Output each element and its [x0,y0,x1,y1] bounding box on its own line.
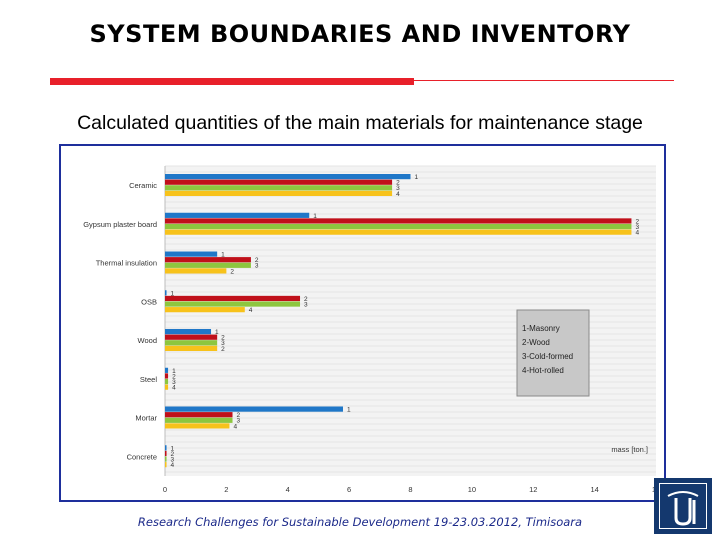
x-axis-label: mass [ton.] [611,445,648,454]
bar-label: 3 [221,340,225,347]
bar-label: 3 [172,379,176,386]
x-tick-label: 0 [163,485,167,494]
category-label: Thermal insulation [96,259,157,268]
legend-entry: 1-Masonry [522,324,560,333]
bar-label: 2 [255,257,259,264]
bar-label: 4 [172,385,176,392]
x-tick-label: 6 [347,485,351,494]
bar [165,384,169,390]
bar [165,367,169,373]
bar-label: 3 [635,224,639,231]
chart-frame: 0246810121416Ceramic1234Gypsum plaster b… [59,144,666,502]
bar [165,307,245,313]
bar [165,412,233,418]
bar-label: 3 [237,418,241,425]
bar-label: 3 [304,301,308,308]
bar [165,340,218,346]
slide-title: SYSTEM BOUNDARIES AND INVENTORY [89,20,631,48]
bar-label: 1 [347,407,351,414]
legend-entry: 4-Hot-rolled [522,366,564,375]
legend-entry: 3-Cold-formed [522,352,573,361]
bar [165,329,212,335]
bar-label: 2 [221,346,225,353]
bar-label: 3 [396,185,400,192]
bar [165,223,632,230]
x-tick-label: 4 [286,485,290,494]
slide-footer: Research Challenges for Sustainable Deve… [137,515,583,529]
bar-label: 2 [221,335,225,342]
bar-label: 1 [171,290,175,297]
bar-label: 2 [304,296,308,303]
legend-box [516,309,590,397]
bar [165,212,310,218]
bar-chart: 0246810121416Ceramic1234Gypsum plaster b… [83,165,660,494]
bar [165,462,167,468]
bar [165,295,301,302]
bar [165,179,393,185]
bar-label: 1 [313,213,317,220]
bar-label: 3 [171,456,175,463]
category-label: Wood [138,336,157,345]
bar-label: 4 [249,307,253,314]
bar-label: 1 [171,445,175,452]
bar [165,345,218,351]
bar [165,257,251,263]
bar-label: 2 [635,218,639,225]
bar-label: 4 [233,423,237,430]
bar-label: 1 [215,329,219,336]
bar [165,301,301,307]
bar-label: 4 [171,462,175,469]
bar-label: 2 [230,268,234,275]
bar-label: 1 [415,174,419,181]
category-label: Ceramic [129,181,157,190]
bar [165,290,167,296]
bar [165,174,411,180]
bar [165,185,393,191]
university-logo-icon [654,478,712,534]
bar [165,334,218,340]
bar-label: 4 [635,230,639,237]
x-tick-label: 2 [224,485,228,494]
bar [165,423,230,429]
category-label: OSB [141,297,157,306]
bar-label: 2 [172,373,176,380]
bar [165,229,632,235]
bar-label: 1 [221,252,225,259]
legend-entry: 2-Wood [522,338,550,347]
bar-label: 2 [396,180,400,187]
x-tick-label: 10 [468,485,476,494]
bar [165,378,169,385]
x-tick-label: 14 [590,485,598,494]
bar-label: 1 [172,368,176,375]
bar-label: 3 [255,263,259,270]
bar [165,373,169,379]
bar [165,445,167,451]
bar-label: 2 [237,412,241,419]
category-label: Steel [140,375,157,384]
bar [165,190,393,196]
x-tick-label: 12 [529,485,537,494]
category-label: Gypsum plaster board [83,220,157,229]
x-tick-label: 8 [408,485,412,494]
title-accent-bar [50,78,414,85]
bar [165,456,167,462]
title-accent-line [414,80,674,81]
bar-label: 4 [396,191,400,198]
bar [165,251,218,257]
bar [165,406,343,412]
bar [165,450,167,457]
bar [165,262,251,268]
slide-subtitle: Calculated quantities of the main materi… [77,112,643,134]
bar [165,417,233,423]
category-label: Concrete [127,452,157,461]
category-label: Mortar [135,414,157,423]
bar-label: 2 [171,451,175,458]
bar [165,268,227,274]
bar [165,218,632,224]
